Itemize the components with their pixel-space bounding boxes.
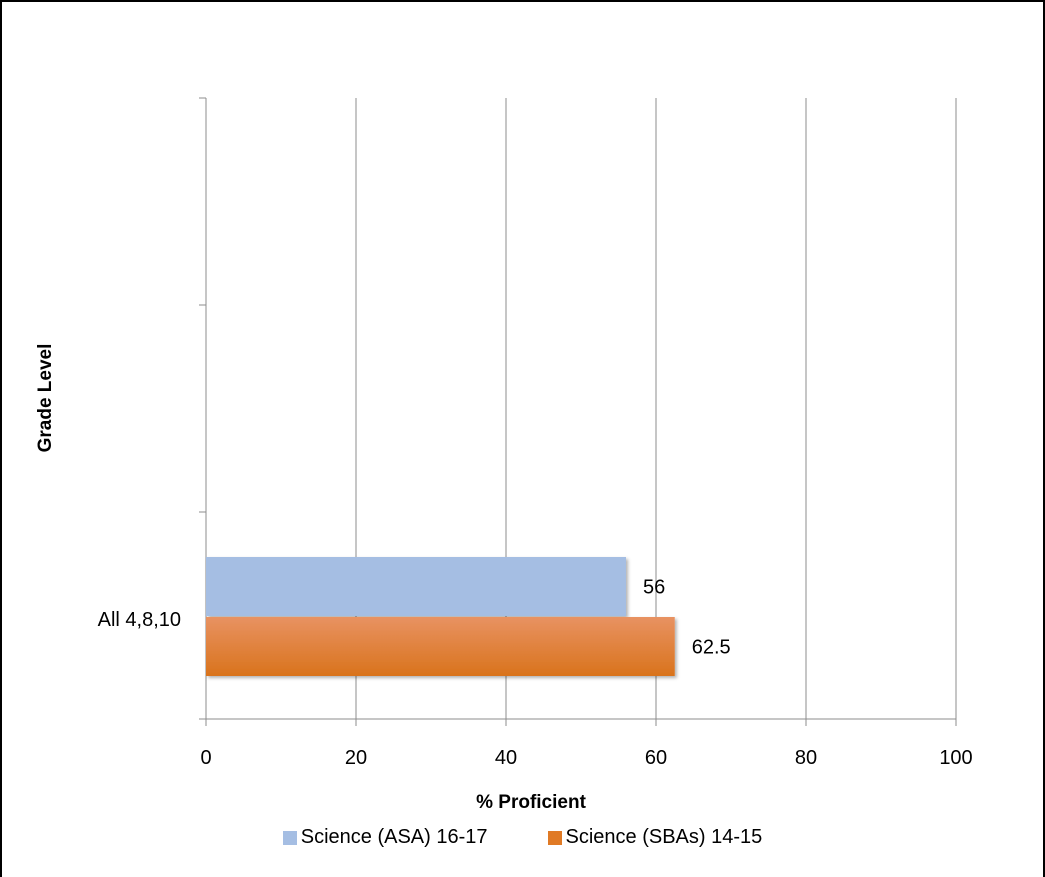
legend: Science (ASA) 16-17 Science (SBAs) 14-15: [0, 826, 1045, 849]
bars: [206, 557, 675, 676]
legend-label-sbas: Science (SBAs) 14-15: [565, 826, 763, 848]
y-category-label: All 4,8,10: [98, 609, 181, 631]
x-tick-label: 80: [795, 747, 817, 769]
legend-item-sbas: Science (SBAs) 14-15: [547, 826, 763, 849]
x-tick-label: 100: [939, 747, 972, 769]
legend-item-asa: Science (ASA) 16-17: [282, 826, 488, 849]
data-label-asa: 56: [643, 577, 665, 599]
legend-label-asa: Science (ASA) 16-17: [300, 826, 488, 848]
x-tick-label: 0: [200, 747, 211, 769]
y-axis-title: Grade Level: [35, 344, 56, 453]
bar-asa: [206, 557, 626, 616]
legend-swatch-sbas: [547, 830, 562, 845]
labels: 0 20 40 60 80 100 All 4,8,10 56 62.5: [98, 577, 973, 770]
x-tick-label: 60: [645, 747, 667, 769]
bar-sbas: [206, 617, 675, 676]
gridlines: [199, 97, 957, 726]
legend-swatch-asa: [282, 830, 297, 845]
x-axis-title: % Proficient: [476, 792, 586, 813]
x-tick-label: 20: [345, 747, 367, 769]
x-tick-label: 40: [495, 747, 517, 769]
data-label-sbas: 62.5: [692, 637, 731, 659]
